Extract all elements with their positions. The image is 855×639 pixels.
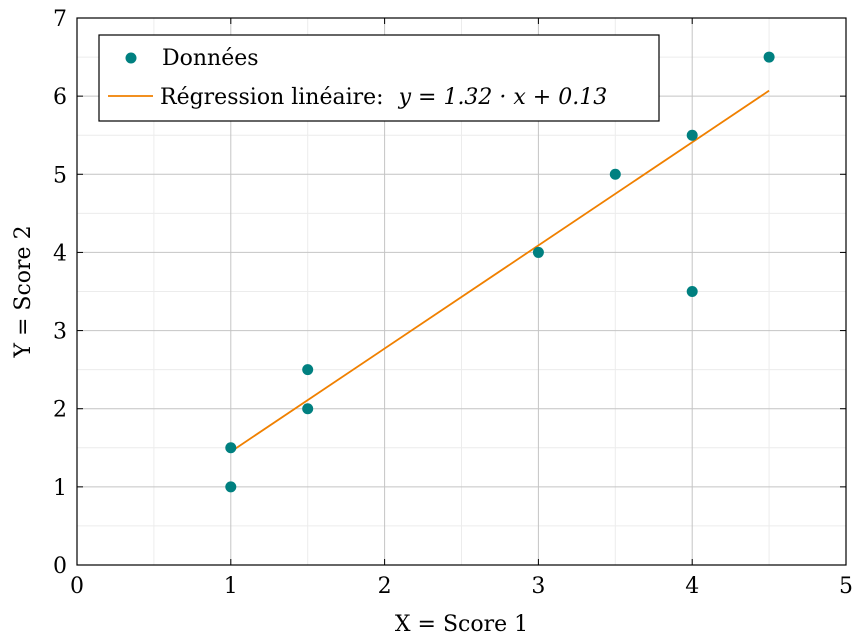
- y-tick-label: 7: [53, 7, 67, 32]
- axis-ticks: [76, 17, 847, 566]
- legend-label-regression: Régression linéaire: y = 1.32 · x + 0.13: [160, 85, 607, 110]
- legend-label-donnees: Données: [162, 46, 259, 71]
- y-tick-label: 3: [53, 320, 67, 345]
- y-tick-label: 0: [53, 554, 67, 579]
- data-point: [225, 481, 237, 493]
- y-tick-labels: 0 1 2 3 4 5 6 7: [53, 7, 67, 579]
- data-point: [686, 286, 698, 297]
- x-tick-label: 0: [70, 574, 84, 599]
- x-tick-label: 1: [224, 574, 238, 599]
- data-point: [763, 51, 775, 63]
- data-point: [532, 246, 544, 258]
- y-tick-label: 1: [53, 476, 67, 501]
- legend: Données Régression linéaire: y = 1.32 · …: [98, 34, 660, 122]
- data-point: [225, 442, 237, 454]
- y-tick-label: 6: [53, 85, 67, 110]
- data-point: [686, 129, 698, 141]
- y-tick-label: 2: [53, 398, 67, 423]
- x-tick-label: 3: [531, 574, 545, 599]
- x-axis-label: X = Score 1: [395, 612, 528, 637]
- data-point: [302, 364, 314, 376]
- y-tick-label: 4: [53, 241, 67, 266]
- legend-box: [98, 34, 660, 122]
- legend-regression-equation: y = 1.32 · x + 0.13: [398, 85, 608, 110]
- x-tick-labels: 0 1 2 3 4 5: [70, 574, 853, 599]
- data-points: [225, 51, 775, 493]
- x-tick-label: 4: [685, 574, 699, 599]
- y-axis-label: Y = Score 2: [11, 225, 36, 358]
- regression-layer: [230, 89, 770, 453]
- regression-line: [230, 89, 770, 453]
- y-tick-label: 5: [53, 163, 67, 188]
- legend-regression-name: Régression linéaire:: [160, 85, 384, 110]
- x-tick-label: 2: [378, 574, 392, 599]
- x-tick-label: 5: [839, 574, 853, 599]
- legend-marker-donnees: [125, 52, 137, 64]
- data-point: [302, 403, 314, 415]
- data-point: [609, 168, 621, 180]
- plot-frame: [76, 17, 847, 566]
